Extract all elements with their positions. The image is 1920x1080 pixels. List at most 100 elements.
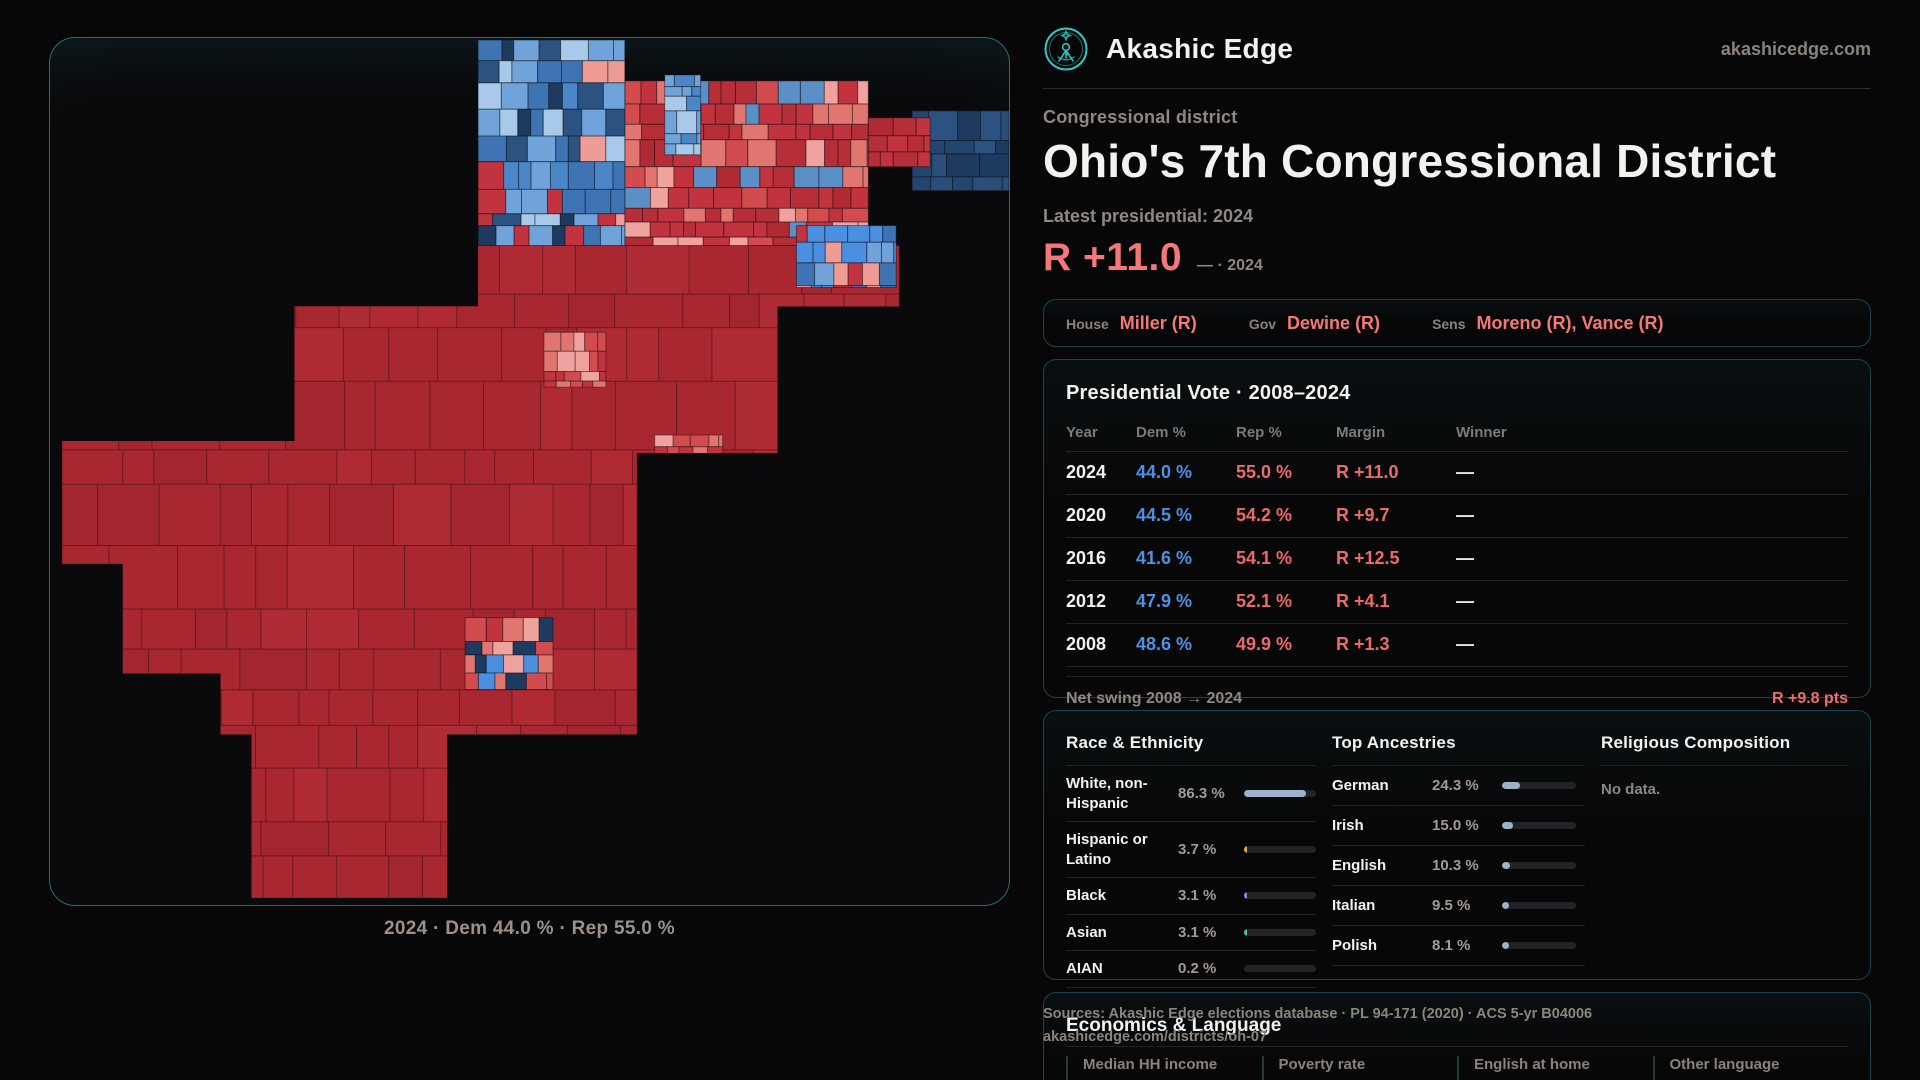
ancestry-label: Polish [1332, 937, 1378, 954]
cell-year: 2008 [1066, 623, 1136, 667]
cell-year: 2012 [1066, 580, 1136, 624]
stat-label: Other language [1669, 1056, 1780, 1073]
stat-other-language: Other language 11.0 % [1652, 1056, 1849, 1080]
table-row: 2008 48.6 % 49.9 % R +1.3 — [1066, 623, 1848, 667]
cell-margin: R +1.3 [1336, 623, 1456, 667]
table-row: 2016 41.6 % 54.1 % R +12.5 — [1066, 537, 1848, 581]
ancestry-bar [1502, 942, 1576, 949]
ancestry-value: 10.3 % [1432, 857, 1479, 874]
cell-year: 2020 [1066, 494, 1136, 538]
map-caption: 2024 · Dem 44.0 % · Rep 55.0 % [384, 918, 675, 939]
col-year: Year [1066, 413, 1136, 452]
official-value: Moreno (R), Vance (R) [1476, 312, 1664, 333]
cell-rep: 55.0 % [1236, 451, 1336, 495]
cell-rep: 54.2 % [1236, 494, 1336, 538]
official-house: House Miller (R) [1066, 313, 1197, 334]
economics-language-panel: Economics & Language Median HH income $8… [1043, 992, 1871, 1080]
race-value: 0.2 % [1178, 960, 1217, 978]
race-label: White, non-Hispanic [1066, 775, 1148, 812]
race-value: 3.7 % [1178, 841, 1217, 858]
race-bar [1244, 965, 1316, 973]
cell-winner: — [1456, 494, 1848, 538]
economics-title-divider [1066, 1046, 1848, 1047]
page-title: Ohio's 7th Congressional District [1043, 135, 1777, 187]
stat-median-hh-income: Median HH income $86,377 [1066, 1056, 1262, 1080]
district-map-panel [49, 37, 1010, 906]
page-eyebrow: Congressional district [1043, 107, 1238, 127]
akashic-edge-logo-icon [1044, 27, 1088, 71]
source-line-1: Sources: Akashic Edge elections database… [1043, 1006, 1593, 1022]
official-senators: Sens Moreno (R), Vance (R) [1432, 313, 1663, 334]
cell-dem: 44.5 % [1136, 494, 1236, 538]
ancestry-label: Irish [1332, 817, 1364, 834]
race-bar [1244, 790, 1316, 797]
race-ethnicity-section: Race & Ethnicity White, non-Hispanic 86.… [1066, 733, 1316, 988]
cell-year: 2024 [1066, 451, 1136, 495]
headline-margin: R +11.0 — · 2024 [1043, 236, 1263, 280]
brand-name: Akashic Edge [1106, 33, 1294, 64]
ancestry-row: English 10.3 % [1332, 846, 1585, 886]
cell-dem: 41.6 % [1136, 537, 1236, 581]
brand-domain: akashicedge.com [1720, 38, 1871, 59]
official-label: Sens [1432, 315, 1466, 332]
cell-dem: 44.0 % [1136, 451, 1236, 495]
official-governor: Gov Dewine (R) [1249, 313, 1380, 334]
official-value: Dewine (R) [1287, 312, 1381, 333]
ancestry-bar [1502, 862, 1576, 869]
ancestry-row: German 24.3 % [1332, 766, 1585, 806]
district-precinct-map[interactable] [50, 38, 1009, 905]
official-value: Miller (R) [1119, 312, 1197, 333]
economics-title: Economics & Language [1066, 1015, 1282, 1036]
top-ancestries-section: Top Ancestries German 24.3 % Irish 15.0 … [1332, 733, 1585, 988]
cell-rep: 54.1 % [1236, 537, 1336, 581]
cell-margin: R +9.7 [1336, 494, 1456, 538]
table-row: 2024 44.0 % 55.0 % R +11.0 — [1066, 451, 1848, 495]
race-value: 3.1 % [1178, 887, 1217, 905]
race-label: AIAN [1066, 960, 1103, 977]
margin-note: — · 2024 [1197, 257, 1263, 274]
race-label: Asian [1066, 923, 1107, 941]
cell-rep: 52.1 % [1236, 580, 1336, 624]
stat-poverty-rate: Poverty rate 7.5 % [1261, 1056, 1458, 1080]
ancestry-value: 9.5 % [1432, 897, 1471, 914]
net-swing-value: R +9.8 pts [1771, 690, 1848, 707]
cell-margin: R +11.0 [1336, 451, 1456, 495]
table-row: 2020 44.5 % 54.2 % R +9.7 — [1066, 494, 1848, 538]
cell-winner: — [1456, 623, 1848, 667]
race-row: Hispanic or Latino 3.7 % [1066, 822, 1316, 878]
stat-label: Poverty rate [1278, 1056, 1366, 1073]
cell-margin: R +12.5 [1336, 537, 1456, 581]
presidential-vote-panel: Presidential Vote · 2008–2024 Year Dem %… [1043, 359, 1871, 707]
ancestry-bar [1502, 902, 1576, 909]
religion-no-data: No data. [1601, 781, 1661, 798]
site-header: Akashic Edge akashicedge.com [1043, 26, 1871, 72]
ancestry-value: 8.1 % [1432, 937, 1471, 954]
presidential-vote-table: Year Dem % Rep % Margin Winner 2024 44.0… [1066, 413, 1848, 667]
latest-presidential-label: Latest presidential: 2024 [1043, 206, 1254, 226]
table-header-row: Year Dem % Rep % Margin Winner [1066, 413, 1848, 452]
race-row: Asian 3.1 % [1066, 915, 1316, 951]
cell-winner: — [1456, 451, 1848, 495]
vote-panel-title: Presidential Vote · 2008–2024 [1066, 382, 1351, 404]
cell-dem: 47.9 % [1136, 580, 1236, 624]
source-line-2: akashicedge.com/districts/oh-07 [1043, 1029, 1268, 1045]
stat-label: Median HH income [1083, 1056, 1218, 1073]
margin-value: R +11.0 [1043, 236, 1183, 279]
race-label: Hispanic or Latino [1066, 831, 1148, 868]
cell-year: 2016 [1066, 537, 1136, 581]
stat-label: English at home [1474, 1056, 1590, 1073]
race-label: Black [1066, 887, 1107, 904]
race-row: Black 3.1 % [1066, 878, 1316, 915]
detail-column: Akashic Edge akashicedge.com Congression… [1043, 0, 1871, 1080]
ancestry-row: Italian 9.5 % [1332, 886, 1585, 926]
ancestry-bar [1502, 782, 1576, 789]
col-rep: Rep % [1236, 413, 1336, 452]
demographics-panel: Race & Ethnicity White, non-Hispanic 86.… [1043, 710, 1871, 988]
religious-composition-section: Religious Composition No data. [1601, 733, 1848, 988]
race-value: 3.1 % [1178, 923, 1217, 941]
header-divider [1043, 88, 1871, 89]
col-dem: Dem % [1136, 413, 1236, 452]
official-label: Gov [1248, 315, 1277, 332]
table-row: 2012 47.9 % 52.1 % R +4.1 — [1066, 580, 1848, 624]
race-bar [1244, 892, 1316, 900]
